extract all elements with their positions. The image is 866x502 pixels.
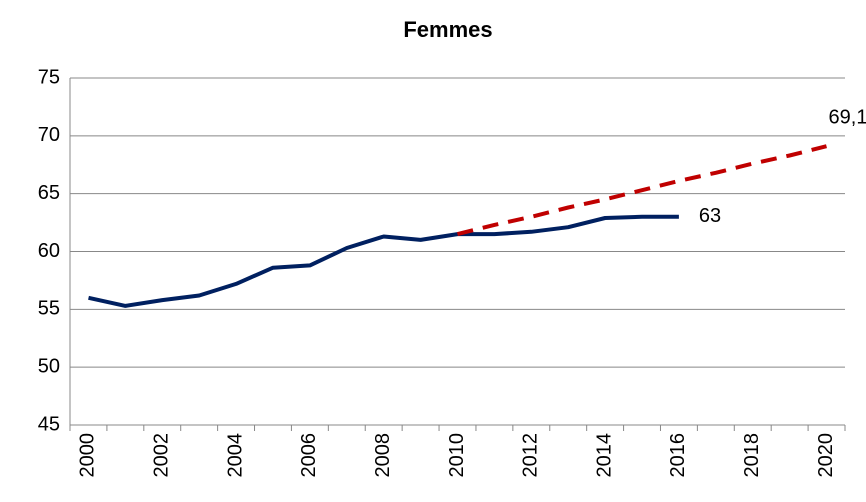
x-tick-label: 2014 — [593, 433, 615, 478]
x-tick-label: 2010 — [446, 433, 468, 478]
y-tick-label: 45 — [38, 413, 60, 435]
y-tick-label: 75 — [38, 66, 60, 88]
x-tick-label: 2002 — [151, 433, 173, 478]
y-tick-label: 70 — [38, 124, 60, 146]
chart-title: Femmes — [403, 17, 492, 42]
x-tick-label: 2012 — [520, 433, 542, 478]
y-tick-label: 60 — [38, 240, 60, 262]
series-line — [457, 144, 827, 237]
series-line — [88, 214, 679, 308]
x-tick-label: 2020 — [815, 433, 837, 478]
x-tick-label: 2018 — [741, 433, 763, 478]
y-tick-label: 55 — [38, 298, 60, 320]
x-tick-label: 2000 — [77, 433, 99, 478]
x-tick-label: 2006 — [298, 433, 320, 478]
y-tick-label: 50 — [38, 355, 60, 377]
x-tick-label: 2016 — [667, 433, 689, 478]
x-tick-label: 2004 — [224, 433, 246, 478]
x-tick-label: 2008 — [372, 433, 394, 478]
data-label: 69,1 — [829, 107, 866, 129]
data-label: 63 — [699, 205, 721, 227]
y-tick-label: 65 — [38, 182, 60, 204]
